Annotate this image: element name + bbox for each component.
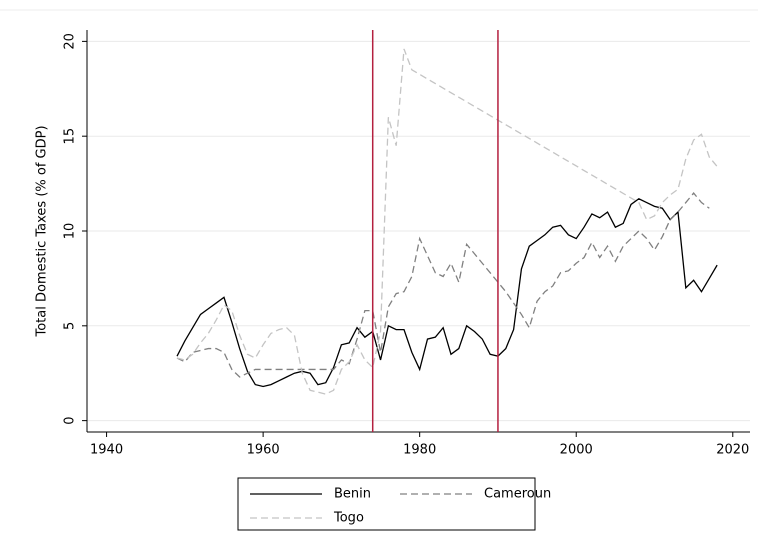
legend-box (237, 477, 536, 531)
y-tick-label: 0 (63, 416, 78, 424)
x-tick-label: 1940 (90, 443, 123, 458)
series-line (176, 192, 710, 378)
y-tick-label: 20 (63, 33, 78, 50)
y-tick-label: 10 (63, 223, 78, 240)
y-axis-label: Total Domestic Taxes (% of GDP) (35, 125, 50, 337)
legend-label: Cameroun (484, 487, 551, 502)
x-tick-label: 1960 (247, 443, 280, 458)
legend-label: Benin (334, 487, 371, 502)
series-line (176, 198, 718, 388)
y-tick-label: 15 (63, 128, 78, 145)
legend-label: Togo (333, 511, 364, 526)
x-tick-label: 2000 (560, 443, 593, 458)
x-tick-label: 2020 (716, 443, 749, 458)
series-line (176, 48, 718, 395)
x-tick-label: 1980 (403, 443, 436, 458)
y-tick-label: 5 (63, 322, 78, 330)
